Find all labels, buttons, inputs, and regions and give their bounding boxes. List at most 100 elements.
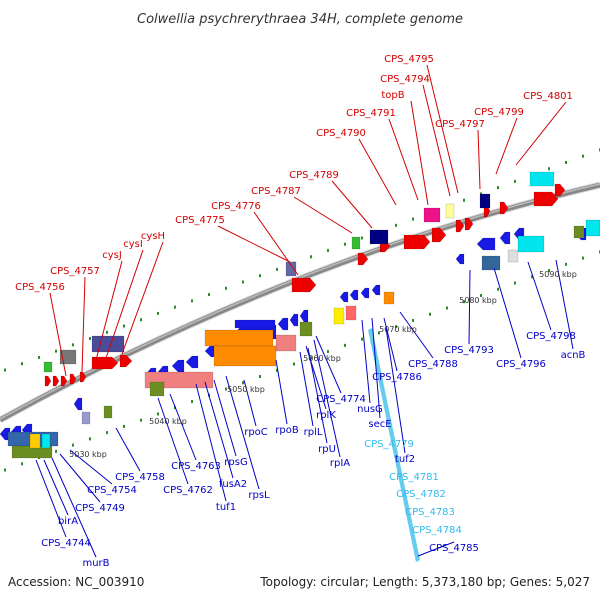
track-tick [174,305,176,309]
reverse-gene-8[interactable] [185,355,199,369]
top-leader-7 [253,211,299,276]
forward-gene-18[interactable] [554,183,566,197]
scale-label-4: 5060 kbp [303,354,341,363]
top-label-cps-4787: CPS_4787 [251,186,301,197]
reverse-gene-20[interactable] [499,231,511,245]
scale-label-1: 5030 kbp [69,450,107,459]
bottom-leader-3 [51,457,97,558]
cyan-label-3: CPS_4782 [396,489,446,500]
purple-gene-block-2[interactable] [285,261,297,277]
bottom-leader-9 [195,383,227,502]
blue-gene-block-1[interactable] [234,319,276,329]
bottom-label-26: CPS_4796 [496,359,546,370]
top-leader-17 [515,101,567,166]
track-tick [123,424,125,428]
reverse-gene-14[interactable] [339,291,349,303]
forward-gene-7[interactable] [119,354,133,368]
navy-gene-block-1[interactable] [369,229,389,245]
track-tick [514,179,516,183]
orange-gene-block-2[interactable] [213,345,277,367]
forward-gene-11[interactable] [403,234,431,250]
scale-label-5: 5070 kbp [379,325,417,334]
forward-gene-9[interactable] [357,252,369,266]
bottom-leader-cps-4785 [417,541,455,557]
gray-gene-block-1[interactable] [59,349,77,365]
yellow-gene-block-2[interactable] [333,307,345,325]
cyan-gene-block-2[interactable] [529,171,555,187]
track-tick [157,412,159,416]
accession-text: Accession: NC_003910 [8,575,144,589]
reverse-gene-1[interactable] [0,427,11,441]
forward-gene-3[interactable] [60,375,68,387]
track-tick [140,418,142,422]
reverse-gene-13[interactable] [299,309,309,323]
track-tick [395,325,397,329]
olive-gene-block-3[interactable] [103,405,113,419]
reverse-gene-19[interactable] [476,237,496,251]
bottom-label-12: rpsL [248,490,270,501]
forward-gene-16[interactable] [499,201,509,215]
forward-gene-13[interactable] [455,219,465,233]
magenta-gene-block-1[interactable] [423,207,441,223]
reverse-gene-12[interactable] [289,313,299,327]
green-gene-block-1[interactable] [43,361,53,373]
reverse-gene-15[interactable] [349,289,359,301]
top-leader-11 [388,118,419,201]
bottom-leader-24 [399,311,434,359]
yellow-gene-block-1[interactable] [29,433,41,449]
navy-gene-block-2[interactable] [479,193,491,209]
reverse-gene-11[interactable] [277,317,289,331]
bottom-leader-19 [315,335,342,394]
forward-gene-1[interactable] [44,375,52,387]
cyan-gene-block-3[interactable] [585,219,600,237]
olive-gene-block-5[interactable] [573,225,585,239]
track-tick [72,443,74,447]
cyan-gene-block-0[interactable] [41,433,51,449]
bottom-leader-13 [243,379,257,427]
top-label-topb: topB [381,90,404,101]
cyan-gene-block-1[interactable] [517,235,545,253]
forward-gene-12[interactable] [431,227,447,243]
top-label-cps-4801: CPS_4801 [523,91,573,102]
track-tick [89,337,91,341]
orange-gene-block-1[interactable] [204,329,274,347]
forward-gene-2[interactable] [52,375,60,387]
track-tick [106,431,108,435]
orange-gene-block-3[interactable] [383,291,395,305]
bottom-label-28: acnB [561,350,586,361]
green-gene-block-2[interactable] [351,236,361,250]
top-label-cps-4756: CPS_4756 [15,282,65,293]
top-leader-15 [477,129,481,190]
silver-gene-block-1[interactable] [507,249,519,263]
forward-gene-4[interactable] [69,373,77,385]
forward-gene-14[interactable] [464,217,474,231]
lavender-gene-block-1[interactable] [81,411,91,425]
forward-gene-6[interactable] [91,356,119,370]
olive-gene-block-1[interactable] [149,381,165,397]
reverse-gene-4[interactable] [73,397,83,411]
forward-gene-17[interactable] [533,191,559,207]
reverse-gene-7[interactable] [171,359,185,373]
track-tick [242,280,244,284]
olive-gene-block-2[interactable] [299,321,313,337]
purple-gene-block-1[interactable] [91,335,125,353]
track-tick [276,267,278,271]
track-tick [344,343,346,347]
bottom-label-1: birA [58,516,78,527]
bottom-label-18: rpU [318,444,336,455]
cyan-gene-stripe[interactable] [368,328,420,562]
track-tick [4,368,6,372]
pink-gene-block-3[interactable] [345,305,357,321]
track-tick [123,324,125,328]
pink-gene-block-2[interactable] [275,334,297,352]
forward-gene-8[interactable] [291,277,317,293]
reverse-gene-16[interactable] [360,287,370,299]
pale-gene-block-1[interactable] [445,203,455,219]
track-tick [72,343,74,347]
cyan-label-4: CPS_4783 [405,507,455,518]
reverse-gene-17[interactable] [371,284,381,296]
reverse-gene-18[interactable] [455,253,465,265]
bottom-leader-17 [313,339,341,458]
top-label-cps-4797: CPS_4797 [435,119,485,130]
steelblue-gene-block-1[interactable] [481,255,501,271]
